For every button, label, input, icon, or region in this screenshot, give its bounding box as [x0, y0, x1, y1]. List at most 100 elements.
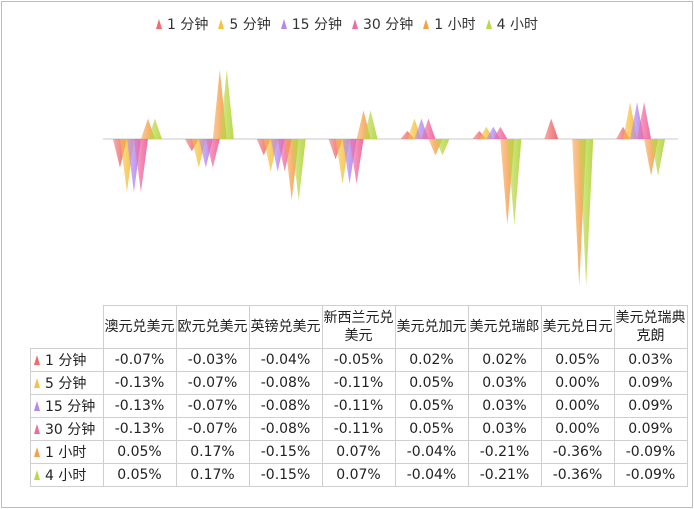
table-cell: 0.09% — [613, 371, 688, 395]
table-row: 4 小时 0.05% 0.17% -0.15% 0.07% -0.04% -0.21% -0.… — [30, 463, 688, 487]
table-cell: 0.03% — [467, 371, 542, 395]
row-marker-icon — [34, 355, 40, 365]
bar-6-series-6[interactable] — [507, 139, 522, 225]
column-header: 美元兑日元 — [540, 305, 615, 349]
table-cell: -0.07% — [175, 417, 250, 441]
row-marker-icon — [34, 470, 40, 480]
legend-item-5[interactable]: 1 小时 — [423, 14, 476, 34]
legend-label: 1 小时 — [434, 17, 476, 33]
legend-label: 1 分钟 — [167, 17, 209, 33]
bar-7-series-1[interactable] — [544, 118, 559, 139]
table-cell: 0.00% — [540, 394, 615, 418]
table-cell: 0.00% — [540, 417, 615, 441]
bar-6-series-4[interactable] — [493, 126, 508, 139]
table-cell: 0.05% — [394, 371, 469, 395]
bar-5-series-6[interactable] — [435, 139, 450, 156]
legend-item-6[interactable]: 4 小时 — [485, 14, 538, 34]
legend-item-1[interactable]: 1 分钟 — [156, 14, 208, 34]
table-header-row: 澳元兑美元 欧元兑美元 英镑兑美元 新西兰元兑 美元 美元兑加元 美元兑瑞郎 美元兑日元 美元兑… — [30, 305, 688, 349]
table-cell: -0.21% — [467, 463, 542, 487]
row-header-label: 30 分钟 — [45, 422, 96, 438]
table-cell: 0.00% — [540, 371, 615, 395]
table-cell: 0.03% — [613, 348, 688, 372]
table-row: 1 分钟 -0.07% -0.03% -0.04% -0.05% 0.02% 0.02% 0.… — [30, 348, 688, 372]
table-row: 5 分钟 -0.13% -0.07% -0.08% -0.11% 0.05% 0.03% 0.… — [30, 371, 688, 395]
table-cell: -0.09% — [613, 440, 688, 464]
bar-2-series-4[interactable] — [205, 139, 220, 168]
table-row: 15 分钟 -0.13% -0.07% -0.08% -0.11% 0.05% 0.03% 0… — [30, 394, 688, 418]
column-header: 美元兑加元 — [394, 305, 469, 349]
table-cell: -0.36% — [540, 440, 615, 464]
row-header: 15 分钟 — [30, 394, 104, 418]
table-cell: 0.07% — [321, 463, 396, 487]
table-cell: 0.07% — [321, 440, 396, 464]
bar-1-series-6[interactable] — [147, 118, 162, 139]
table-cell: -0.04% — [394, 440, 469, 464]
table-cell: -0.07% — [175, 394, 250, 418]
legend-item-3[interactable]: 15 分钟 — [280, 14, 342, 34]
table-cell: -0.04% — [248, 348, 323, 372]
legend-marker-icon — [352, 19, 358, 29]
column-header: 新西兰元兑 美元 — [321, 305, 396, 349]
table-corner — [30, 305, 104, 349]
table-cell: -0.08% — [248, 394, 323, 418]
table-cell: 0.02% — [394, 348, 469, 372]
row-marker-icon — [34, 378, 40, 388]
row-header: 4 小时 — [30, 463, 104, 487]
table-cell: 0.03% — [467, 394, 542, 418]
table-cell: 0.17% — [175, 440, 250, 464]
table-cell: -0.07% — [102, 348, 177, 372]
column-header: 美元兑瑞典 克朗 — [613, 305, 688, 349]
table-cell: 0.05% — [102, 440, 177, 464]
table-cell: 0.05% — [394, 417, 469, 441]
column-header: 欧元兑美元 — [175, 305, 250, 349]
legend-label: 5 分钟 — [229, 17, 271, 33]
bar-1-series-4[interactable] — [133, 139, 148, 193]
legend-label: 4 小时 — [496, 17, 538, 33]
row-header-label: 5 分钟 — [45, 376, 87, 392]
legend-marker-icon — [485, 19, 492, 29]
table-cell: -0.08% — [248, 371, 323, 395]
bar-8-series-4[interactable] — [637, 102, 652, 139]
table-cell: 0.05% — [394, 394, 469, 418]
legend-marker-icon — [423, 19, 430, 29]
chart-legend: 1 分钟 5 分钟 15 分钟 30 分钟 1 小时 4 小时 — [2, 12, 692, 36]
table-cell: -0.07% — [175, 371, 250, 395]
bar-2-series-6[interactable] — [219, 69, 234, 139]
table-cell: 0.17% — [175, 463, 250, 487]
row-header-label: 1 分钟 — [45, 353, 87, 369]
legend-marker-icon — [280, 19, 287, 29]
table-cell: -0.11% — [321, 371, 396, 395]
bar-3-series-6[interactable] — [291, 139, 306, 201]
table-cell: 0.05% — [540, 348, 615, 372]
legend-item-2[interactable]: 5 分钟 — [218, 14, 271, 34]
row-header: 30 分钟 — [30, 417, 104, 441]
table-cell: -0.04% — [394, 463, 469, 487]
column-header: 澳元兑美元 — [102, 305, 177, 349]
table-cell: -0.13% — [102, 394, 177, 418]
bar-8-series-6[interactable] — [651, 139, 666, 176]
bar-5-series-4[interactable] — [421, 118, 436, 139]
table-cell: -0.15% — [248, 463, 323, 487]
table-cell: -0.08% — [248, 417, 323, 441]
column-header: 美元兑瑞郎 — [467, 305, 542, 349]
row-marker-icon — [34, 447, 40, 457]
bar-4-series-4[interactable] — [349, 139, 364, 184]
table-cell: 0.02% — [467, 348, 542, 372]
data-table: 澳元兑美元 欧元兑美元 英镑兑美元 新西兰元兑 美元 美元兑加元 美元兑瑞郎 美元兑日元 美元兑… — [30, 305, 688, 487]
table-cell: 0.09% — [613, 394, 688, 418]
bar-7-series-6[interactable] — [579, 139, 594, 286]
table-cell: 0.05% — [102, 463, 177, 487]
plot-area — [103, 69, 678, 286]
row-header: 5 分钟 — [30, 371, 104, 395]
legend-item-4[interactable]: 30 分钟 — [352, 14, 413, 34]
table-cell: -0.09% — [613, 463, 688, 487]
legend-label: 30 分钟 — [363, 17, 414, 33]
row-marker-icon — [34, 401, 40, 411]
bar-4-series-6[interactable] — [363, 110, 378, 139]
table-cell: 0.03% — [467, 417, 542, 441]
row-header-label: 1 小时 — [45, 445, 87, 461]
legend-label: 15 分钟 — [291, 17, 342, 33]
table-row: 30 分钟 -0.13% -0.07% -0.08% -0.11% 0.05% 0.03% 0… — [30, 417, 688, 441]
